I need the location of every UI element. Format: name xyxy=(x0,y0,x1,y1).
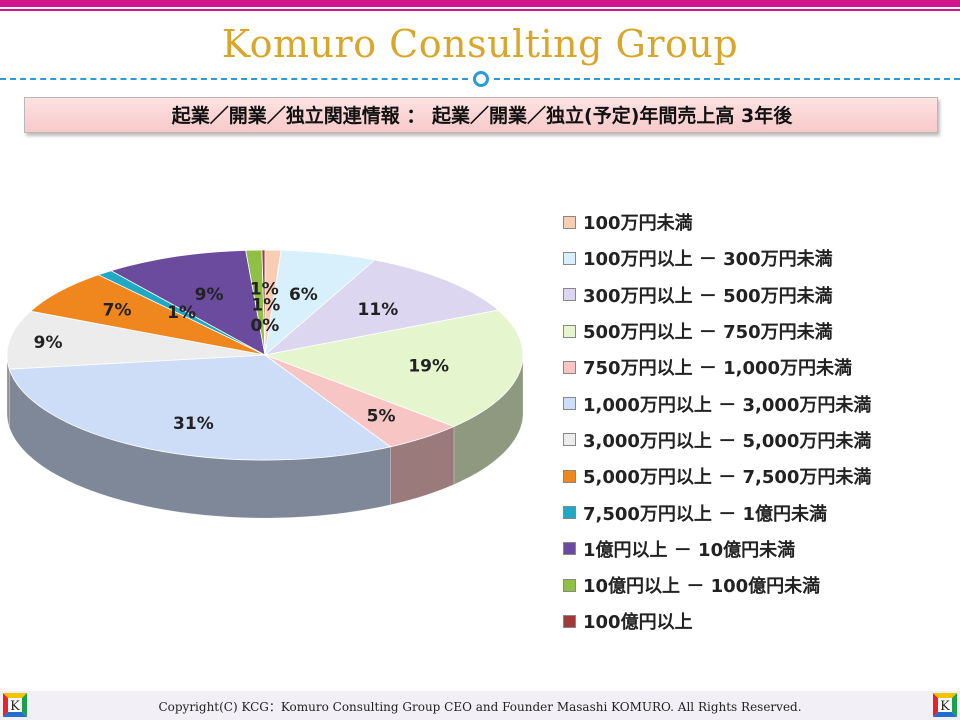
page-heading-box: 起業／開業／独立関連情報 ： 起業／開業／独立(予定)年間売上高 3年後 xyxy=(24,97,938,133)
legend-label-3: 500万円以上 － 750万円未満 xyxy=(583,322,833,344)
pie-side-walls xyxy=(6,355,524,519)
legend-item-5: 1,000万円以上 － 3,000万円未満 xyxy=(563,385,871,421)
legend-swatch-6 xyxy=(563,433,576,447)
pie-slice-5 xyxy=(8,354,392,461)
top-accent-line xyxy=(0,9,960,11)
pie-data-label-3: 19% xyxy=(408,357,449,377)
header-divider-left xyxy=(0,78,468,80)
pie-slice-9 xyxy=(110,249,266,356)
pie-slice-3 xyxy=(263,309,524,427)
legend-label-6: 3,000万円以上 － 5,000万円未満 xyxy=(583,430,872,452)
legend-item-11: 100億円以上 xyxy=(563,603,871,639)
header-divider-right xyxy=(494,78,960,80)
legend-swatch-7 xyxy=(563,469,576,483)
legend-swatch-1 xyxy=(563,251,576,265)
pie-slice-11 xyxy=(261,249,266,356)
legend-swatch-8 xyxy=(563,506,576,520)
pie-slice-7 xyxy=(29,274,266,356)
k-logo-letter-right: K xyxy=(940,699,950,714)
legend-label-0: 100万円未満 xyxy=(583,213,693,235)
legend-label-9: 1億円以上 － 10億円未満 xyxy=(583,539,796,561)
legend-label-1: 100万円以上 － 300万円未満 xyxy=(583,249,833,271)
legend-swatch-2 xyxy=(563,288,576,302)
legend-item-3: 500万円以上 － 750万円未満 xyxy=(563,313,871,349)
pie-data-label-11: 0% xyxy=(250,316,279,336)
legend-item-2: 300万円以上 － 500万円未満 xyxy=(563,277,871,313)
legend-item-1: 100万円以上 － 300万円未満 xyxy=(563,240,871,276)
pie-data-label-4: 5% xyxy=(367,406,396,426)
pie-data-label-1: 6% xyxy=(289,285,318,305)
legend-label-2: 300万円以上 － 500万円未満 xyxy=(583,285,833,307)
legend-label-8: 7,500万円以上 － 1億円未満 xyxy=(583,503,827,525)
k-logo-letter-left: K xyxy=(10,699,20,714)
brand-title: Komuro Consulting Group xyxy=(221,22,739,66)
legend-label-10: 10億円以上 － 100億円未満 xyxy=(583,576,821,598)
legend-swatch-4 xyxy=(563,360,576,374)
legend-item-9: 1億円以上 － 10億円未満 xyxy=(563,531,871,567)
pie-data-label-10: 1% xyxy=(250,280,279,300)
legend-swatch-10 xyxy=(563,578,576,592)
copyright-text: Copyright(C) KCG：Komuro Consulting Group… xyxy=(158,700,802,714)
pie-data-label-5: 31% xyxy=(173,414,214,434)
legend-label-7: 5,000万円以上 － 7,500万円未満 xyxy=(583,467,872,489)
pie-data-label-0: 1% xyxy=(251,296,280,316)
legend-item-7: 5,000万円以上 － 7,500万円未満 xyxy=(563,458,871,494)
pie-data-label-6: 9% xyxy=(34,333,63,353)
pie-slice-2 xyxy=(263,259,500,356)
legend-item-8: 7,500万円以上 － 1億円未満 xyxy=(563,494,871,530)
divider-ring-icon xyxy=(473,71,489,87)
legend-swatch-9 xyxy=(563,542,576,556)
legend-swatch-11 xyxy=(563,614,576,628)
pie-slice-6 xyxy=(6,310,266,370)
footer-bar xyxy=(0,691,960,720)
legend-swatch-3 xyxy=(563,324,576,338)
pie-slices xyxy=(6,249,524,461)
pie-data-label-8: 1% xyxy=(167,303,196,323)
legend-swatch-5 xyxy=(563,397,576,411)
legend-label-5: 1,000万円以上 － 3,000万円未満 xyxy=(583,394,872,416)
top-accent-bar xyxy=(0,0,960,7)
pie-data-label-9: 9% xyxy=(195,285,224,305)
legend-label-4: 750万円以上 － 1,000万円未満 xyxy=(583,358,853,380)
page-title: 起業／開業／独立関連情報 ： 起業／開業／独立(予定)年間売上高 3年後 xyxy=(171,105,793,127)
legend-item-10: 10億円以上 － 100億円未満 xyxy=(563,567,871,603)
legend-item-4: 750万円以上 － 1,000万円未満 xyxy=(563,349,871,385)
pie-data-labels: 1%6%11%19%5%31%9%7% 1%9% 1%0% xyxy=(34,280,449,435)
k-logo-icon-left: K xyxy=(3,693,27,717)
legend-label-11: 100億円以上 xyxy=(583,612,693,634)
k-logo-icon-right: K xyxy=(933,693,957,717)
legend-item-6: 3,000万円以上 － 5,000万円未満 xyxy=(563,422,871,458)
legend-swatch-0 xyxy=(563,215,576,229)
pie-data-label-2: 11% xyxy=(358,300,399,320)
chart-legend: 100万円未満 100万円以上 － 300万円未満 300万円以上 － 500万円未… xyxy=(563,204,871,640)
legend-item-0: 100万円未満 xyxy=(563,204,871,240)
pie-data-label-7: 7% xyxy=(103,300,132,320)
